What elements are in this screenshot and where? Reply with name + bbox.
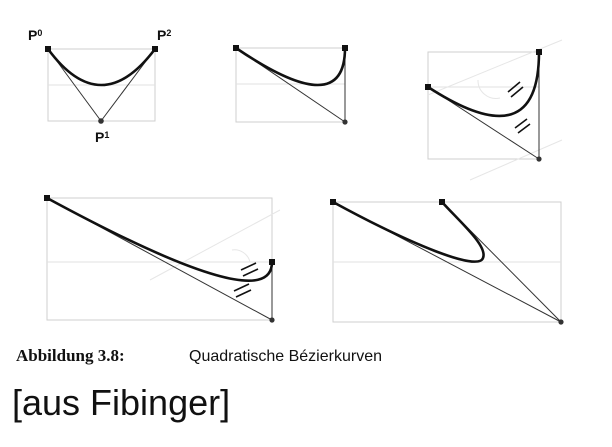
panel-4-tick-1a xyxy=(241,263,256,270)
panel-1: P0 P2 P1 xyxy=(28,27,171,145)
panel-2-curve xyxy=(236,48,345,85)
panel-4-tick-1b xyxy=(243,269,258,276)
panel-4-faint-arc xyxy=(232,250,250,262)
panel-1-point-p0 xyxy=(45,46,51,52)
panel-3 xyxy=(425,40,562,180)
panel-5-point-start xyxy=(330,199,336,205)
caption-label: Abbildung 3.8: xyxy=(16,346,125,365)
panel-4 xyxy=(44,195,280,323)
panel-3-faint-line-2 xyxy=(470,140,562,180)
label-p1: P1 xyxy=(95,129,109,145)
panel-5-point-end xyxy=(439,199,445,205)
panel-2-point-end xyxy=(342,45,348,51)
label-p2: P2 xyxy=(157,27,171,43)
panel-3-point-start xyxy=(425,84,431,90)
source-note: [aus Fibinger] xyxy=(12,382,230,424)
panel-5-curve xyxy=(333,202,484,262)
panel-1-curve xyxy=(48,49,155,85)
panel-4-curve xyxy=(47,198,272,281)
panel-5 xyxy=(330,199,564,325)
panel-3-faint-arc xyxy=(478,80,500,98)
panel-3-frame xyxy=(428,52,539,159)
panel-4-point-control xyxy=(269,317,274,322)
panel-3-curve xyxy=(428,52,539,116)
panel-4-tick-2a xyxy=(234,284,249,291)
panel-5-point-control xyxy=(558,319,563,324)
panel-2-point-start xyxy=(233,45,239,51)
panel-4-point-end xyxy=(269,259,275,265)
panel-4-point-start xyxy=(44,195,50,201)
figure-caption: Abbildung 3.8: Quadratische Bézierkurven xyxy=(16,346,382,365)
panel-2-point-control xyxy=(342,119,347,124)
panel-1-point-p1 xyxy=(98,118,104,124)
panel-4-faint-line xyxy=(150,210,280,280)
label-p0: P0 xyxy=(28,27,42,43)
panel-1-point-p2 xyxy=(152,46,158,52)
caption-text: Quadratische Bézierkurven xyxy=(189,348,382,365)
panel-4-tick-2b xyxy=(236,290,251,297)
panel-3-point-end xyxy=(536,49,542,55)
panel-2 xyxy=(233,45,348,125)
panel-3-point-control xyxy=(536,156,541,161)
